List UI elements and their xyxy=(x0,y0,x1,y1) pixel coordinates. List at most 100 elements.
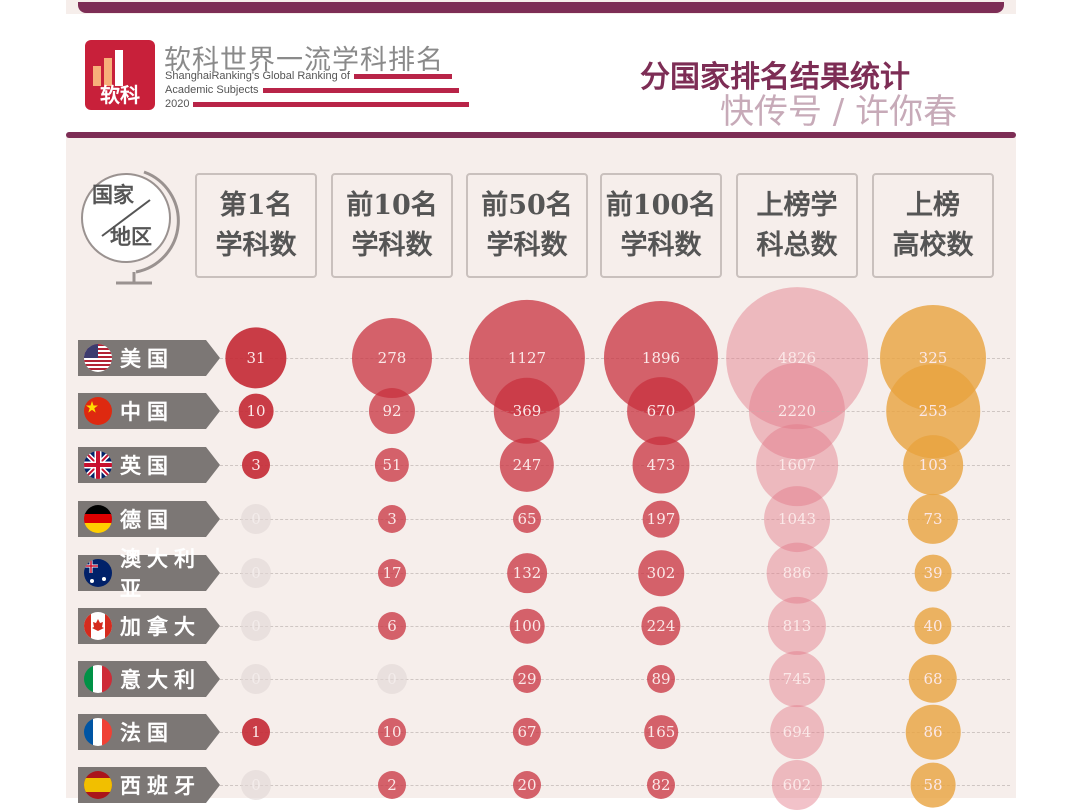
bubble-value: 103 xyxy=(918,456,948,474)
bubble xyxy=(238,393,274,429)
row-guide-line xyxy=(220,573,1010,574)
column-header-line2: 学科数 xyxy=(215,229,297,261)
bubble xyxy=(499,437,555,493)
bubble-value: 6 xyxy=(387,617,397,635)
bubble-value: 89 xyxy=(651,670,671,688)
country-label: 法国 xyxy=(78,714,220,750)
flag-cn-icon xyxy=(84,397,112,425)
bubble xyxy=(241,611,271,641)
bubble-value: 0 xyxy=(251,510,261,528)
bubble xyxy=(241,558,271,588)
bubble-value: 0 xyxy=(251,776,261,794)
bubble xyxy=(493,377,561,445)
bubble-value: 670 xyxy=(646,402,676,420)
bubble-value: 745 xyxy=(782,670,812,688)
row-guide-line xyxy=(220,679,1010,680)
column-header-line2: 学科数 xyxy=(486,229,568,261)
bubble-value: 10 xyxy=(382,723,402,741)
bubble xyxy=(374,447,410,483)
brand-year: 2020 xyxy=(165,98,470,110)
bubble-value: 31 xyxy=(246,349,266,367)
bubble xyxy=(512,717,542,747)
column-header: 第1名学科数 xyxy=(195,173,317,278)
bubble xyxy=(769,651,825,707)
bubble xyxy=(507,553,547,593)
bubble-value: 3 xyxy=(251,456,261,474)
column-header-line1: 上榜学 xyxy=(756,189,838,221)
bubble-value: 813 xyxy=(782,617,812,635)
bubble xyxy=(509,608,545,644)
bubble xyxy=(644,715,678,749)
bubble-value: 1607 xyxy=(777,456,817,474)
bubble-value: 3 xyxy=(387,510,397,528)
bubble xyxy=(378,559,406,587)
bubble xyxy=(225,327,287,389)
bubble-value: 132 xyxy=(512,564,542,582)
column-header-line1: 前100名 xyxy=(605,189,717,221)
bubble-value: 0 xyxy=(387,670,397,688)
country-name: 澳大利亚 xyxy=(120,546,201,601)
bubble xyxy=(641,606,681,646)
country-label: 美国 xyxy=(78,340,220,376)
bubble xyxy=(770,705,824,759)
bubble xyxy=(241,504,271,534)
logo-text: 软科 xyxy=(100,83,140,107)
bubble xyxy=(513,505,541,533)
bubble-value: 247 xyxy=(512,456,542,474)
bubble-value: 253 xyxy=(918,402,948,420)
bubble xyxy=(632,436,690,494)
bubble-value: 58 xyxy=(923,776,943,794)
bubble-value: 68 xyxy=(923,670,943,688)
bubble xyxy=(513,771,541,799)
bubble-value: 224 xyxy=(646,617,676,635)
bubble xyxy=(642,500,680,538)
country-name: 法国 xyxy=(120,720,174,745)
bubble-value: 1 xyxy=(251,723,261,741)
shanghairanking-logo: 软科 xyxy=(85,40,155,110)
bubble xyxy=(242,451,270,479)
column-header: 上榜 高校数 xyxy=(872,173,994,278)
country-name: 意大利 xyxy=(120,667,201,692)
column-header: 前10名 学科数 xyxy=(331,173,453,278)
bubble-value: 17 xyxy=(382,564,402,582)
flag-de-icon xyxy=(84,505,112,533)
column-header-line1: 第1名 xyxy=(219,189,293,221)
bubble-value: 473 xyxy=(646,456,676,474)
bubble-value: 278 xyxy=(377,349,407,367)
bubble xyxy=(378,612,406,640)
bubble xyxy=(513,665,541,693)
column-header: 前100名 学科数 xyxy=(600,173,722,278)
bubble xyxy=(764,486,830,552)
brand-subtitle-2: Academic Subjects xyxy=(165,84,459,96)
bubble xyxy=(905,704,961,760)
corner-label-region: 地区 xyxy=(110,224,152,249)
brand-title: 软科世界一流学科排名 xyxy=(164,45,444,76)
column-header: 上榜学 科总数 xyxy=(736,173,858,278)
bubble-value: 51 xyxy=(382,456,402,474)
bubble xyxy=(914,607,952,645)
bubble-value: 20 xyxy=(517,776,537,794)
bubble xyxy=(241,664,271,694)
column-header: 前50名 学科数 xyxy=(466,173,588,278)
bubble xyxy=(378,718,406,746)
top-bar xyxy=(78,2,1004,13)
page-title: 分国家排名结果统计 xyxy=(640,60,910,95)
bubble xyxy=(638,550,684,596)
country-name: 英国 xyxy=(120,453,174,478)
column-header-line2: 学科数 xyxy=(351,229,433,261)
bubble xyxy=(914,554,952,592)
country-label: 西班牙 xyxy=(78,767,220,803)
bubble-value: 165 xyxy=(646,723,676,741)
bubble-value: 39 xyxy=(923,564,943,582)
flag-es-icon xyxy=(84,771,112,799)
bubble xyxy=(756,424,838,506)
bubble xyxy=(378,505,406,533)
flag-uk-icon xyxy=(84,451,112,479)
corner-label-country: 国家 xyxy=(92,182,135,207)
bubble xyxy=(748,362,846,460)
bubble xyxy=(351,317,433,399)
bubble-value: 2220 xyxy=(777,402,817,420)
country-label: 澳大利亚 xyxy=(78,546,220,601)
bubble-value: 73 xyxy=(923,510,943,528)
bubble xyxy=(377,664,407,694)
